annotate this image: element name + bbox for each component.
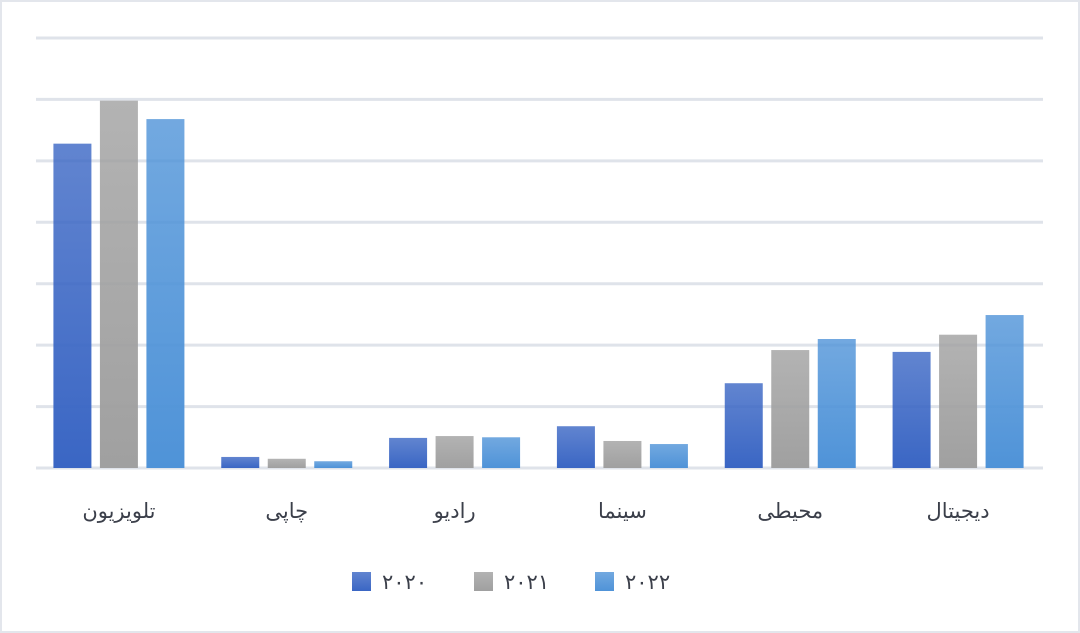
x-tick-label: رادیو	[433, 499, 476, 523]
bar-۲۰۲۰-سینما	[556, 426, 595, 468]
x-tick-label: چاپی	[265, 499, 308, 523]
legend-label: ۲۰۲۲	[625, 570, 670, 594]
legend-swatch	[352, 572, 371, 591]
bar-۲۰۲۲-تلویزیون	[146, 119, 185, 468]
legend-label: ۲۰۲۱	[504, 570, 549, 594]
bar-۲۰۲۱-دیجیتال	[939, 334, 978, 468]
legend-swatch	[595, 572, 614, 591]
x-tick-label: دیجیتال	[927, 499, 990, 523]
bar-۲۰۲۰-چاپی	[221, 456, 260, 468]
bar-۲۰۲۱-تلویزیون	[99, 100, 138, 469]
x-tick-label: محیطی	[757, 499, 823, 523]
bar-۲۰۲۲-سینما	[649, 444, 688, 468]
bars	[53, 100, 1024, 469]
bar-۲۰۲۰-رادیو	[389, 437, 428, 468]
bar-۲۰۲۱-چاپی	[267, 458, 306, 468]
gridlines	[36, 36, 1043, 470]
legend: ۲۰۲۰ ۲۰۲۱ ۲۰۲۲	[352, 570, 670, 594]
legend-label: ۲۰۲۰	[382, 570, 427, 594]
bar-۲۰۲۲-رادیو	[482, 437, 521, 468]
bar-۲۰۲۰-تلویزیون	[53, 143, 92, 468]
x-tick-label: سینما	[598, 499, 647, 523]
bar-۲۰۲۰-محیطی	[724, 383, 763, 468]
bar-۲۰۲۲-محیطی	[817, 339, 856, 468]
legend-swatch	[474, 572, 493, 591]
bar-۲۰۲۱-سینما	[603, 440, 642, 468]
x-tick-label: تلویزیون	[82, 499, 155, 523]
x-axis-labels: تلویزیون چاپی رادیو سینما محیطی دیجیتال	[82, 499, 989, 523]
bar-۲۰۲۱-محیطی	[771, 350, 810, 468]
bar-۲۰۲۱-رادیو	[435, 436, 474, 468]
bar-۲۰۲۲-دیجیتال	[985, 315, 1024, 468]
bar-۲۰۲۲-چاپی	[314, 461, 353, 468]
bar-۲۰۲۰-دیجیتال	[892, 351, 931, 468]
